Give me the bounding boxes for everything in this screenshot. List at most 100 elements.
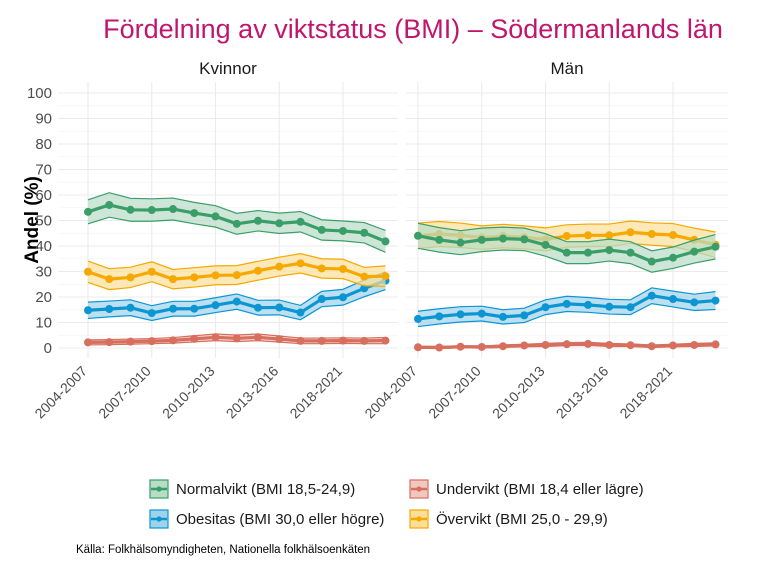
data-point [562,232,571,241]
confidence-lower [417,303,716,328]
data-point [275,262,284,271]
data-point [584,339,592,348]
data-point [254,303,262,312]
data-point [360,272,369,281]
data-point [477,309,486,318]
data-point [414,314,422,323]
data-point [381,272,390,281]
data-point [456,238,465,247]
legend-key-point [416,486,422,492]
panel-strip-label: Kvinnor [199,59,257,78]
data-point [435,312,444,321]
data-point [647,291,656,300]
data-point [562,299,571,308]
data-point [254,333,262,342]
data-point [190,273,199,282]
data-point [584,231,592,240]
series-obesitas [84,271,390,322]
legend-label: Obesitas (BMI 30,0 eller högre) [176,511,384,528]
y-tick-label: 70 [35,162,52,179]
data-point [317,295,326,304]
data-point [211,333,220,342]
x-tick-label: 2007-2010 [95,363,154,422]
x-tick-label: 2004-2007 [361,363,420,422]
data-point [84,338,92,347]
data-point [435,235,444,244]
data-point [105,275,114,284]
data-point [584,248,592,257]
data-point [647,230,656,239]
data-point [126,337,135,346]
data-point [84,267,92,276]
data-point [296,259,305,268]
data-point [190,209,199,218]
data-point [339,293,347,302]
data-point [499,312,507,321]
y-tick-label: 40 [35,238,52,255]
data-point [541,303,550,312]
data-point [190,334,199,343]
confidence-upper [87,271,386,307]
data-point [339,226,347,235]
data-point [711,340,720,349]
legend-label: Normalvikt (BMI 18,5-24,9) [176,481,355,498]
data-point [499,234,507,243]
data-point [605,246,614,255]
data-point [147,206,156,215]
data-point [605,302,614,311]
series-normalvikt [414,222,720,273]
panel-1: Män 2004-2007 2007-2010 2010-2013 2013-2016 2… [361,59,728,421]
data-point [232,334,241,343]
data-point [456,310,465,319]
legend-item-normalvikt: Normalvikt (BMI 18,5-24,9) [149,479,355,499]
panel-strip-label: Män [550,59,583,78]
data-point [669,253,677,262]
confidence-upper [417,222,716,252]
data-point [211,271,220,280]
data-point [254,216,262,225]
y-tick-label: 80 [35,136,52,153]
data-point [605,340,614,349]
data-point [275,219,284,228]
chart-title: Fördelning av viktstatus (BMI) – Söderma… [103,14,723,44]
data-point [84,207,92,216]
data-point [296,336,305,345]
data-point [360,228,369,237]
data-point [647,342,656,351]
y-tick-label: 30 [35,264,52,281]
data-point [169,336,177,345]
data-point [414,231,422,240]
data-point [711,242,720,251]
confidence-upper [417,287,716,312]
data-point [584,300,592,309]
data-point [477,342,486,351]
data-point [381,237,390,246]
data-point [211,301,220,310]
data-point [626,228,635,237]
data-point [105,338,114,347]
data-point [647,257,656,266]
x-tick-label: 2013-2016 [223,363,282,422]
data-point [147,337,156,346]
confidence-band [88,271,386,321]
x-tick-label: 2018-2021 [286,363,345,422]
data-point [232,219,241,228]
legend-key-point [156,516,162,522]
data-point [360,336,369,345]
data-point [711,296,720,305]
data-point [690,247,699,256]
confidence-upper [417,220,716,233]
legend-item-overvikt: Övervikt (BMI 25,0 - 29,9) [409,509,608,529]
y-tick-label: 20 [35,289,52,306]
legend: Normalvikt (BMI 18,5-24,9) Undervikt (BMI… [149,479,644,529]
legend-label: Övervikt (BMI 25,0 - 29,9) [436,510,608,528]
y-tick-label: 50 [35,213,52,230]
data-point [211,212,220,221]
data-point [339,264,347,273]
data-point [435,343,444,352]
data-point [254,266,262,275]
data-point [105,200,114,209]
y-axis-label: Andel (%) [22,176,43,264]
data-point [84,306,92,315]
